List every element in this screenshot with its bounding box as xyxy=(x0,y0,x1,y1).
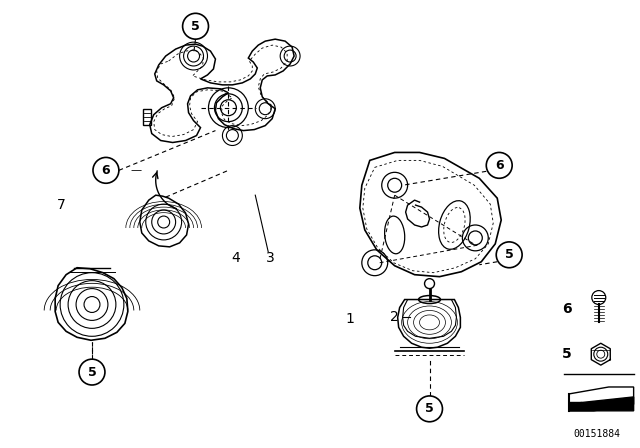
Text: 6: 6 xyxy=(562,302,572,316)
Circle shape xyxy=(182,13,209,39)
Circle shape xyxy=(486,152,512,178)
Text: 1: 1 xyxy=(346,312,355,327)
Text: 5: 5 xyxy=(505,248,513,261)
Circle shape xyxy=(79,359,105,385)
Text: 5: 5 xyxy=(88,366,97,379)
Text: 4: 4 xyxy=(231,251,240,265)
Text: 5: 5 xyxy=(191,20,200,33)
Text: 5: 5 xyxy=(425,402,434,415)
Text: —: — xyxy=(131,165,142,175)
Text: 6: 6 xyxy=(495,159,504,172)
Circle shape xyxy=(93,157,119,183)
Text: 5: 5 xyxy=(562,347,572,361)
Polygon shape xyxy=(569,397,634,411)
Text: 3: 3 xyxy=(266,251,275,265)
Circle shape xyxy=(424,279,435,289)
Circle shape xyxy=(417,396,442,422)
Text: 2: 2 xyxy=(390,310,399,324)
Text: 00151884: 00151884 xyxy=(573,429,620,439)
Text: 6: 6 xyxy=(102,164,110,177)
Circle shape xyxy=(496,242,522,268)
Text: 7: 7 xyxy=(57,198,65,212)
